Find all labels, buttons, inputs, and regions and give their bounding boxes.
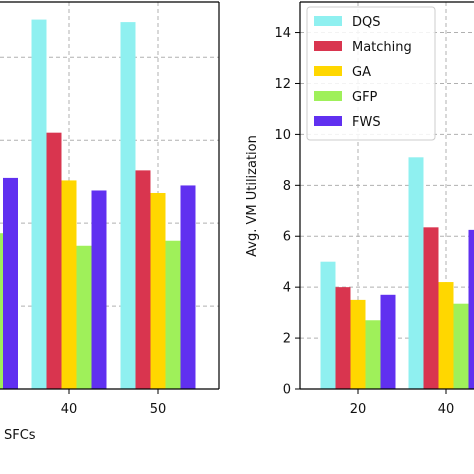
right-bar-gfp-20 <box>365 320 381 389</box>
left-partial-bar-1 <box>3 177 18 389</box>
legend-label-gfp: GFP <box>352 90 378 105</box>
legend-label-dqs: DQS <box>352 15 381 30</box>
left-x-tick-label-40: 40 <box>61 402 78 417</box>
left-bar-gfp-40 <box>76 245 92 389</box>
right-bar-gfp-40 <box>453 303 469 389</box>
left-bar-ga-50 <box>150 192 166 389</box>
left-partial-bar-0 <box>0 233 3 389</box>
legend-swatch-dqs <box>314 16 342 26</box>
right-y-axis-label: Avg. VM Utilization <box>245 135 260 257</box>
right-bar-matching-20 <box>335 287 351 389</box>
legend-swatch-matching <box>314 41 342 51</box>
right-y-tick-label-6: 6 <box>283 230 291 245</box>
right-y-tick-label-12: 12 <box>274 77 291 92</box>
right-x-tick-label-20: 20 <box>350 402 367 417</box>
left-bar-fws-50 <box>180 185 196 389</box>
right-y-tick-label-0: 0 <box>283 383 291 398</box>
right-bar-ga-20 <box>350 299 366 389</box>
right-y-tick-label-14: 14 <box>274 26 291 41</box>
left-x-tick-label-50: 50 <box>150 402 167 417</box>
left-x-axis-label-fragment: SFCs <box>4 428 36 443</box>
legend-label-ga: GA <box>352 65 371 80</box>
right-bar-dqs-40 <box>408 157 424 389</box>
right-y-tick-label-8: 8 <box>283 179 291 194</box>
right-y-tick-label-2: 2 <box>283 332 291 347</box>
legend-label-fws: FWS <box>352 115 381 130</box>
right-bar-ga-40 <box>438 282 454 389</box>
left-chart-panel: 40 50 SFCs <box>0 1 220 443</box>
right-bar-dqs-20 <box>320 261 336 389</box>
legend-swatch-ga <box>314 66 342 76</box>
right-legend: DQS Matching GA GFP FWS <box>306 6 436 141</box>
right-bar-fws-20 <box>380 294 396 389</box>
legend-swatch-gfp <box>314 91 342 101</box>
right-chart-panel: 0 2 4 6 8 10 12 14 20 40 Avg. VM Utilization DQS Mat… <box>245 1 474 417</box>
left-bar-dqs-40 <box>31 19 47 389</box>
left-bar-matching-40 <box>46 132 62 389</box>
legend-swatch-fws <box>314 116 342 126</box>
right-x-tick-label-40: 40 <box>438 402 455 417</box>
legend-label-matching: Matching <box>352 40 412 55</box>
right-y-tick-label-4: 4 <box>283 281 291 296</box>
right-legend-box <box>306 6 436 141</box>
left-bar-matching-50 <box>135 170 151 389</box>
right-bar-fws-40 <box>468 229 474 389</box>
right-bar-matching-40 <box>423 227 439 389</box>
left-bar-ga-40 <box>61 180 77 389</box>
right-y-tick-label-10: 10 <box>274 128 291 143</box>
left-bar-dqs-50 <box>120 22 136 390</box>
left-bar-gfp-50 <box>165 240 181 389</box>
left-bar-fws-40 <box>91 190 107 389</box>
